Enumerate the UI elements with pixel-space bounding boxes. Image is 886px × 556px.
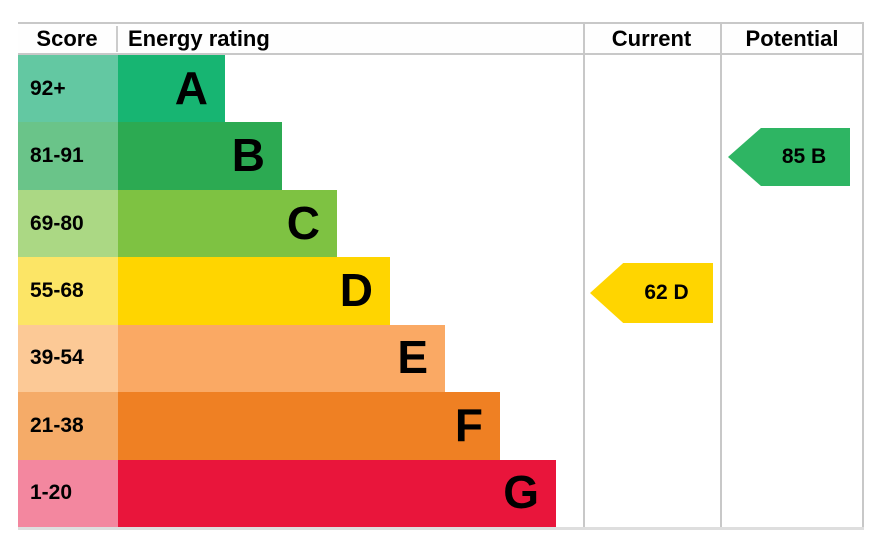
score-range-c: 69-80: [18, 189, 118, 258]
band-bar-f: F: [118, 392, 500, 460]
band-letter-b: B: [231, 129, 265, 182]
potential-column-divider: [720, 24, 722, 527]
band-letter-c: C: [286, 196, 320, 249]
score-range-g: 1-20: [18, 459, 118, 527]
band-row-g: 1-20 G: [18, 459, 864, 527]
band-bar-b: B: [118, 122, 282, 190]
band-letter-e: E: [397, 331, 428, 384]
current-rating-value: 62 D: [644, 281, 689, 304]
score-range-f: 21-38: [18, 392, 118, 460]
band-row-f: 21-38 F: [18, 392, 864, 460]
band-letter-f: F: [454, 398, 483, 451]
band-bar-e: E: [118, 324, 445, 393]
band-row-e: 39-54 E: [18, 324, 864, 393]
band-bar-d: D: [118, 257, 390, 325]
band-row-b: 81-91 B: [18, 122, 864, 190]
epc-table: Score Energy rating Current Potential 92…: [18, 22, 864, 530]
potential-rating-value: 85 B: [781, 145, 827, 168]
band-row-d: 55-68 D: [18, 257, 864, 325]
table-header-row: Score Energy rating Current Potential: [18, 24, 864, 55]
score-range-e: 39-54: [18, 324, 118, 393]
band-letter-d: D: [339, 263, 373, 316]
potential-column-header: Potential: [745, 25, 839, 51]
table-right-border: [862, 24, 864, 527]
current-column-divider: [583, 24, 585, 527]
score-range-b: 81-91: [18, 122, 118, 190]
band-row-c: 69-80 C: [18, 189, 864, 258]
band-letter-g: G: [503, 466, 539, 519]
band-rows: 92+ A 81-91 B 69-80 C 55-68 D: [18, 55, 864, 527]
band-bar-g: G: [118, 459, 556, 527]
band-row-a: 92+ A: [18, 55, 864, 123]
band-bar-a: A: [118, 55, 225, 123]
band-bar-c: C: [118, 189, 337, 258]
band-letter-a: A: [174, 61, 208, 114]
energy-rating-column-header: Energy rating: [128, 25, 270, 51]
score-range-a: 92+: [18, 55, 118, 123]
score-column-header: Score: [18, 25, 118, 52]
score-range-d: 55-68: [18, 257, 118, 325]
current-column-header: Current: [611, 25, 692, 51]
